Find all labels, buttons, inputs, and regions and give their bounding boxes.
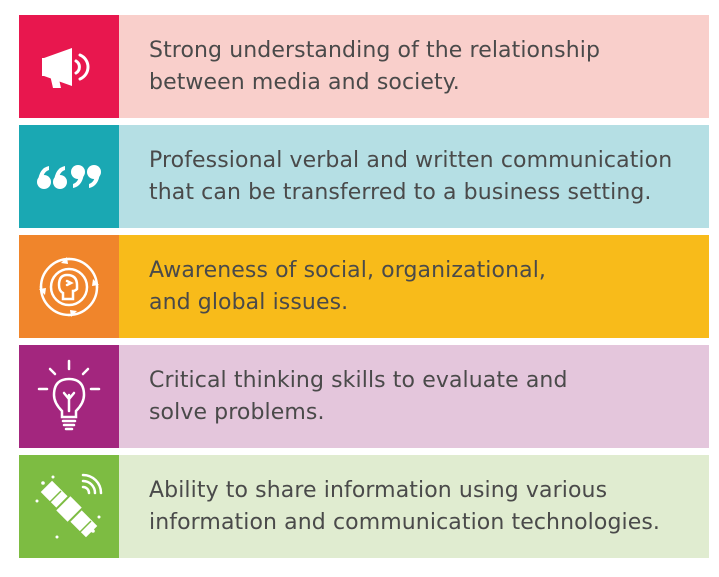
skill-row-critical-thinking: Critical thinking skills to evaluate and…: [19, 345, 709, 448]
icon-panel: [19, 345, 119, 448]
skill-row-technology: Ability to share information using vario…: [19, 455, 709, 558]
skill-text: Awareness of social, organizational, and…: [149, 257, 547, 315]
skill-text: Ability to share information using vario…: [149, 477, 661, 535]
icon-panel: [19, 15, 119, 118]
icon-panel: [19, 455, 119, 558]
text-panel: Strong understanding of the relationship…: [119, 15, 709, 118]
skill-row-media: Strong understanding of the relationship…: [19, 15, 709, 118]
icon-panel: [19, 125, 119, 228]
skill-row-communication: Professional verbal and written communic…: [19, 125, 709, 228]
skill-text: Strong understanding of the relationship…: [149, 37, 601, 95]
head-cycle-icon: [39, 256, 99, 317]
text-panel: Ability to share information using vario…: [119, 455, 709, 558]
megaphone-icon: [42, 47, 90, 88]
skill-text: Professional verbal and written communic…: [149, 147, 673, 205]
text-panel: Professional verbal and written communic…: [119, 125, 709, 228]
skill-row-awareness: Awareness of social, organizational, and…: [19, 235, 709, 338]
text-panel: Critical thinking skills to evaluate and…: [119, 345, 709, 448]
satellite-icon: [35, 473, 103, 538]
lightbulb-icon: [37, 359, 101, 430]
skill-text: Critical thinking skills to evaluate and…: [149, 367, 568, 425]
text-panel: Awareness of social, organizational, and…: [119, 235, 709, 338]
icon-panel: [19, 235, 119, 338]
quotes-icon: [37, 164, 101, 189]
